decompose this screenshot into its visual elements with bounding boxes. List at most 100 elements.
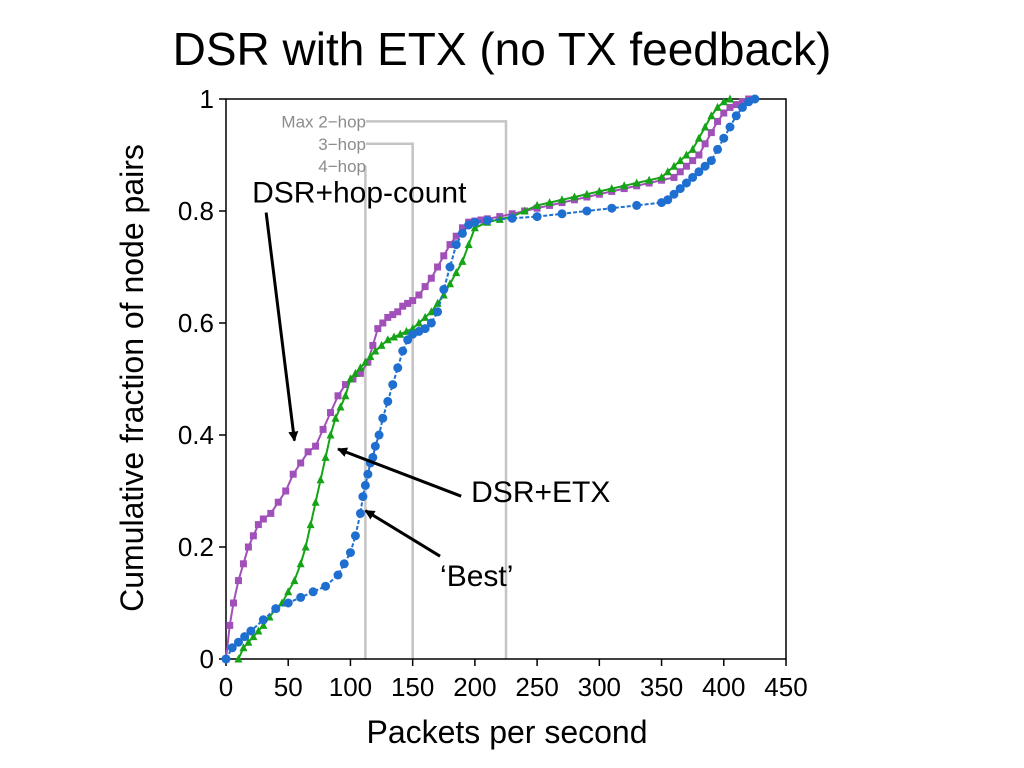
data-point-0-69 xyxy=(738,98,746,106)
data-point-0-58 xyxy=(670,173,678,181)
data-point-1-20 xyxy=(341,391,350,400)
data-point-1-60 xyxy=(676,156,685,165)
data-point-0-59 xyxy=(676,168,684,176)
y-tick-label-3: 0.6 xyxy=(178,308,214,338)
data-point-0-12 xyxy=(289,470,297,478)
data-point-1-34 xyxy=(421,312,430,321)
data-point-2-18 xyxy=(363,469,373,479)
data-point-1-49 xyxy=(558,195,566,204)
data-point-1-4 xyxy=(254,626,263,635)
data-point-2-35 xyxy=(445,262,455,272)
x-tick-label-9: 450 xyxy=(764,672,807,702)
data-point-0-10 xyxy=(274,498,282,506)
data-point-1-19 xyxy=(336,402,345,411)
data-point-0-3 xyxy=(234,577,242,585)
data-point-1-42 xyxy=(470,223,479,232)
data-point-2-14 xyxy=(350,531,360,541)
data-point-1-59 xyxy=(670,161,678,170)
data-point-2-58 xyxy=(725,122,735,132)
data-point-0-28 xyxy=(394,308,402,316)
hop-line-0 xyxy=(366,120,508,659)
data-point-0-25 xyxy=(379,319,387,327)
data-point-0-4 xyxy=(239,560,247,568)
data-point-1-27 xyxy=(377,340,386,349)
data-point-1-29 xyxy=(390,332,398,341)
data-point-0-62 xyxy=(695,151,703,159)
data-point-2-57 xyxy=(719,133,729,143)
data-point-0-34 xyxy=(427,274,435,282)
data-point-0-61 xyxy=(689,157,697,165)
data-point-0-33 xyxy=(421,283,429,291)
data-point-0-26 xyxy=(384,313,392,321)
data-point-0-23 xyxy=(369,341,377,349)
plot-frame xyxy=(225,98,787,660)
data-point-2-6 xyxy=(271,604,281,614)
annotation-label-2: ‘Best’ xyxy=(440,560,513,593)
data-point-2-36 xyxy=(451,240,461,250)
data-point-2-2 xyxy=(233,637,243,647)
data-point-2-12 xyxy=(339,559,349,569)
y-tick-label-5: 1 xyxy=(200,84,214,114)
hop-label-2: 4−hop xyxy=(318,157,366,176)
data-point-2-53 xyxy=(694,167,704,177)
data-point-0-13 xyxy=(297,459,305,467)
plot-area: Max 2−hop 3−hop 4−hop 0 50 100 150 200 250 300 350… xyxy=(178,84,808,702)
data-point-2-56 xyxy=(713,144,723,154)
data-point-1-3 xyxy=(249,632,258,641)
data-point-0-42 xyxy=(477,216,485,224)
data-point-2-17 xyxy=(360,480,370,490)
data-point-2-40 xyxy=(482,216,492,226)
data-point-2-27 xyxy=(398,346,408,356)
data-point-0-9 xyxy=(267,509,275,517)
data-point-2-4 xyxy=(246,626,256,636)
hop-label-1: 3−hop xyxy=(318,135,366,154)
data-point-1-66 xyxy=(713,102,722,111)
data-point-1-41 xyxy=(464,240,473,249)
data-point-2-3 xyxy=(240,632,250,642)
data-point-0-63 xyxy=(701,140,709,148)
data-point-1-18 xyxy=(331,413,340,422)
data-point-0-15 xyxy=(312,442,320,450)
data-point-1-62 xyxy=(688,144,697,153)
data-point-0-1 xyxy=(226,621,234,629)
annotation-arrow-1 xyxy=(337,447,462,498)
data-point-2-26 xyxy=(393,363,403,373)
data-point-1-21 xyxy=(346,374,355,383)
data-point-2-50 xyxy=(675,184,685,194)
y-axis-label: Cumulative fraction of node pairs xyxy=(114,144,150,612)
data-point-2-37 xyxy=(457,228,467,238)
data-point-0-65 xyxy=(714,117,722,125)
data-point-2-49 xyxy=(669,189,679,199)
data-point-1-51 xyxy=(582,189,591,198)
data-point-0-6 xyxy=(249,532,257,540)
annotation-arrow-0 xyxy=(264,212,299,442)
data-point-2-22 xyxy=(374,430,384,440)
data-point-1-25 xyxy=(366,352,375,361)
chart-title: DSR with ETX (no TX feedback) xyxy=(173,23,832,75)
data-point-0-64 xyxy=(707,129,715,137)
data-point-0-14 xyxy=(304,448,312,456)
data-point-0-60 xyxy=(682,162,690,170)
data-point-2-1 xyxy=(227,643,237,653)
data-point-0-37 xyxy=(446,241,454,249)
data-point-1-28 xyxy=(383,335,392,344)
x-tick-label-2: 100 xyxy=(329,672,372,702)
data-point-2-20 xyxy=(368,452,378,462)
data-point-1-40 xyxy=(458,256,467,265)
data-point-2-48 xyxy=(663,195,673,205)
data-point-2-31 xyxy=(420,324,430,334)
y-tick-label-0: 0 xyxy=(200,644,214,674)
y-tick-label-4: 0.8 xyxy=(178,196,214,226)
data-point-2-9 xyxy=(308,587,318,597)
data-point-2-15 xyxy=(355,508,365,518)
data-point-1-39 xyxy=(452,268,461,277)
data-point-1-50 xyxy=(570,192,579,201)
data-point-0-31 xyxy=(409,297,417,305)
x-tick-label-8: 400 xyxy=(702,672,745,702)
data-point-1-68 xyxy=(726,94,734,103)
data-point-1-16 xyxy=(321,452,330,461)
data-point-2-44 xyxy=(582,206,592,216)
data-point-1-30 xyxy=(396,329,405,338)
data-point-2-11 xyxy=(333,570,343,580)
data-point-1-48 xyxy=(545,198,554,207)
